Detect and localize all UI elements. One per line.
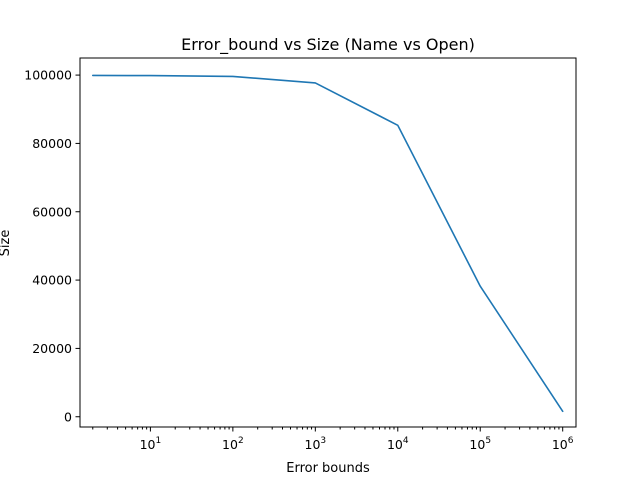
chart-title: Error_bound vs Size (Name vs Open): [181, 35, 475, 55]
series-line: [91, 74, 564, 413]
x-axis-label: Error bounds: [286, 461, 370, 476]
x-tick-label: 105: [469, 436, 491, 452]
x-tick-label: 104: [387, 436, 409, 452]
series-layer: [91, 74, 564, 413]
x-tick-label: 106: [552, 436, 574, 452]
x-tick-label: 103: [305, 436, 327, 452]
x-tick-label: 102: [222, 436, 244, 452]
y-tick-label: 60000: [32, 204, 72, 219]
y-tick-label: 0: [64, 409, 72, 424]
y-tick-label: 40000: [32, 273, 72, 288]
y-axis: 0 20000 40000 60000 80000 100000: [24, 68, 80, 424]
plot-area: [79, 57, 577, 428]
y-tick-label: 100000: [24, 68, 72, 83]
y-tick-label: 20000: [32, 341, 72, 356]
y-axis-label: Size: [0, 230, 13, 257]
x-tick-label: 101: [140, 436, 162, 452]
x-axis: 101 102 103 104 105 106: [92, 427, 574, 452]
y-tick-label: 80000: [32, 136, 72, 151]
